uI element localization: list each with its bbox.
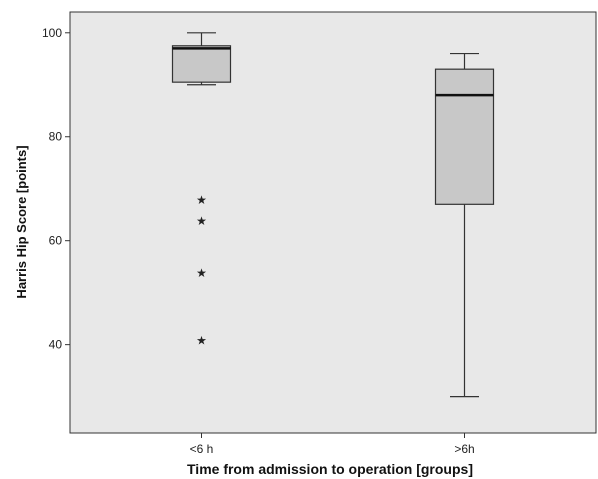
y-tick-label-60: 60 [49,234,63,248]
x-tick-label-1: >6h [454,442,474,456]
x-axis: <6 h >6h [190,433,475,456]
x-tick-label-0: <6 h [190,442,214,456]
outlier-0-0: ★ [196,193,207,207]
outlier-0-2: ★ [196,266,207,280]
boxes-group: ★ ★ ★ ★ [171,32,495,398]
plot-area [69,11,597,434]
box-group-1 [434,52,495,398]
y-tick-label-80: 80 [49,130,63,144]
outlier-0-3: ★ [196,333,207,347]
x-axis-title: Time from admission to operation [groups… [187,461,473,477]
y-axis: 40 60 80 100 [42,26,70,352]
box-0 [171,45,232,83]
outlier-0-1: ★ [196,214,207,228]
y-tick-label-100: 100 [42,26,62,40]
box-group-0: ★ ★ ★ ★ [171,32,232,347]
y-axis-title: Harris Hip Score [points] [14,145,29,298]
y-tick-label-40: 40 [49,338,63,352]
box-1 [434,68,495,205]
